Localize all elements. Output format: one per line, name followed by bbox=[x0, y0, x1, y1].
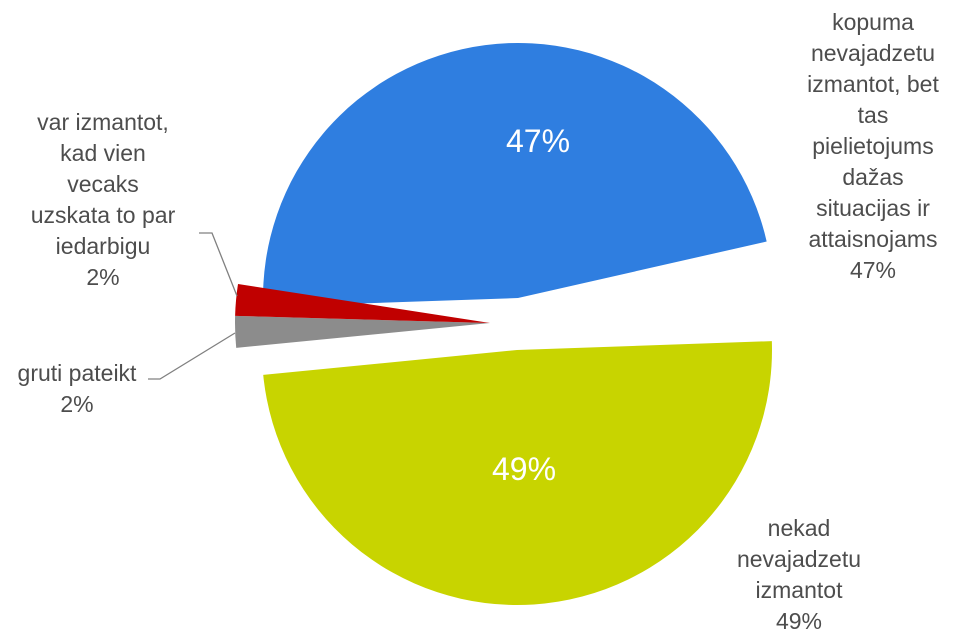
outer-label-var: var izmantot, kad vien vecaks uzskata to pa… bbox=[31, 109, 176, 290]
pie-slice-nekad bbox=[263, 341, 773, 606]
value-label-kopuma: 47% bbox=[850, 257, 896, 283]
category-label-line: vecaks bbox=[67, 171, 139, 197]
category-label-line: izmantot, bet bbox=[807, 71, 939, 97]
pie-slices bbox=[235, 42, 773, 606]
value-label-var: 2% bbox=[86, 264, 119, 290]
category-label-line: var izmantot, bbox=[37, 109, 169, 135]
category-label-line: nekad bbox=[768, 515, 831, 541]
leader-line-gruti bbox=[148, 332, 236, 380]
category-label-line: situacijas ir bbox=[816, 195, 930, 221]
category-label-line: iedarbigu bbox=[56, 233, 151, 259]
category-label-line: nevajadzetu bbox=[737, 546, 861, 572]
category-label-line: gruti pateikt bbox=[18, 360, 138, 386]
inner-label-nekad: 49% bbox=[492, 451, 556, 487]
category-label-line: uzskata to par bbox=[31, 202, 176, 228]
leader-lines bbox=[148, 232, 238, 380]
outer-label-gruti: gruti pateikt 2% bbox=[18, 360, 138, 417]
category-label-line: izmantot bbox=[756, 577, 844, 603]
category-label-line: kopuma bbox=[832, 9, 914, 35]
inner-label-kopuma: 47% bbox=[506, 123, 570, 159]
category-label-line: nevajadzetu bbox=[811, 40, 935, 66]
outer-label-kopuma: kopuma nevajadzetu izmantot, bet tas pieliet… bbox=[807, 9, 939, 283]
pie-slice-gruti bbox=[235, 315, 490, 348]
category-label-line: pielietojums bbox=[812, 133, 933, 159]
category-label-line: kad vien bbox=[60, 140, 146, 166]
category-label-line: attaisnojams bbox=[808, 226, 937, 252]
slice-labels: 47% kopuma nevajadzetu izmantot, bet tas piel… bbox=[18, 9, 940, 634]
pie-slice-kopuma bbox=[262, 42, 767, 307]
pie-slice-var bbox=[235, 283, 490, 323]
category-label-line: dažas bbox=[842, 164, 903, 190]
category-label-line: tas bbox=[858, 102, 889, 128]
value-label-nekad: 49% bbox=[776, 608, 822, 634]
leader-line-var bbox=[199, 232, 238, 297]
outer-label-nekad: nekad nevajadzetu izmantot 49% bbox=[737, 515, 861, 634]
value-label-gruti: 2% bbox=[60, 391, 93, 417]
